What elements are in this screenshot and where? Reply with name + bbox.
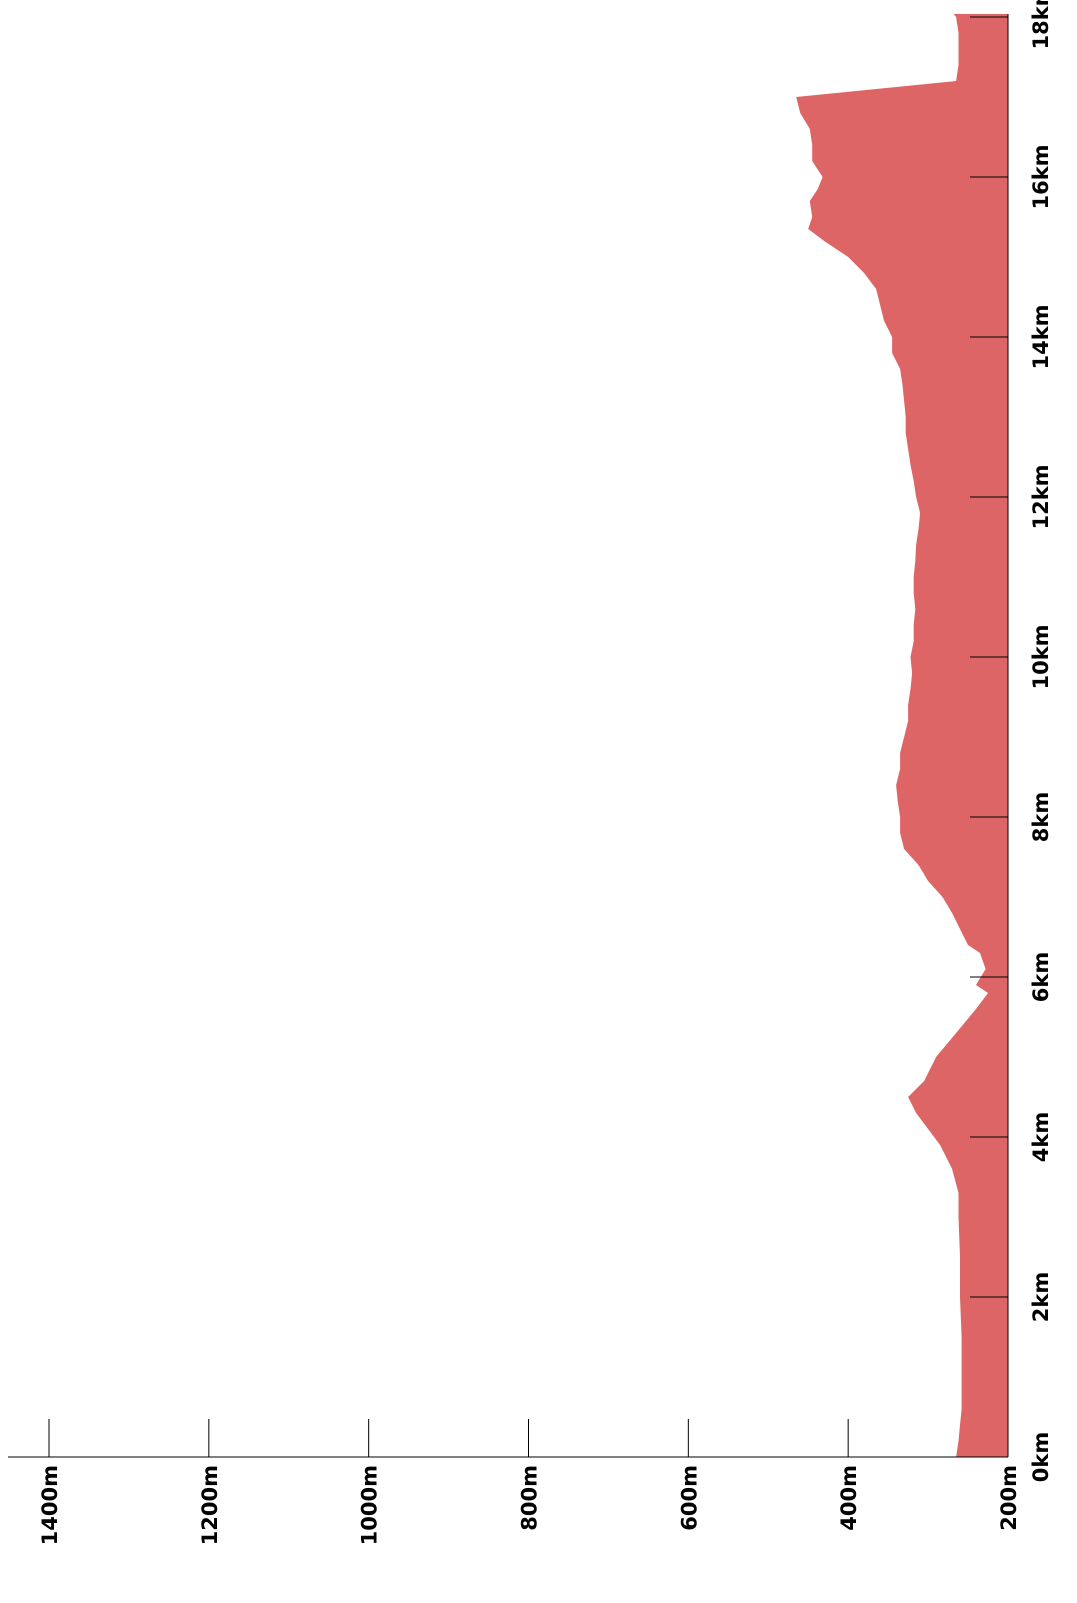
x-tick-label: 14km (1029, 304, 1053, 369)
y-tick-label: 400m (837, 1465, 861, 1531)
x-tick-label: 6km (1029, 952, 1053, 1002)
y-tick-label: 1000m (358, 1465, 382, 1545)
x-tick-label: 12km (1029, 464, 1053, 529)
y-tick-label: 1400m (38, 1465, 62, 1545)
x-tick-label: 2km (1029, 1272, 1053, 1322)
elevation-area-layer (796, 14, 1008, 1457)
y-tick-label: 1200m (198, 1465, 222, 1545)
x-tick-label: 10km (1029, 624, 1053, 689)
x-axis-ticks: 0km 2km 4km 6km 8km 10km 12km 14km 16km 18km (970, 0, 1053, 1482)
axes (8, 14, 1009, 1458)
x-tick-label: 16km (1029, 144, 1053, 209)
x-tick-label: 4km (1029, 1112, 1053, 1162)
x-tick-label: 8km (1029, 792, 1053, 842)
x-tick-label: 18km (1029, 0, 1053, 50)
y-axis-ticks: 200m 400m 600m 800m 1000m 1200m 1400m (38, 1419, 1021, 1545)
elevation-area (796, 14, 1008, 1457)
y-tick-label: 800m (518, 1465, 542, 1531)
y-tick-label: 200m (997, 1465, 1021, 1531)
x-tick-label: 0km (1029, 1432, 1053, 1482)
y-tick-label: 600m (677, 1465, 701, 1531)
